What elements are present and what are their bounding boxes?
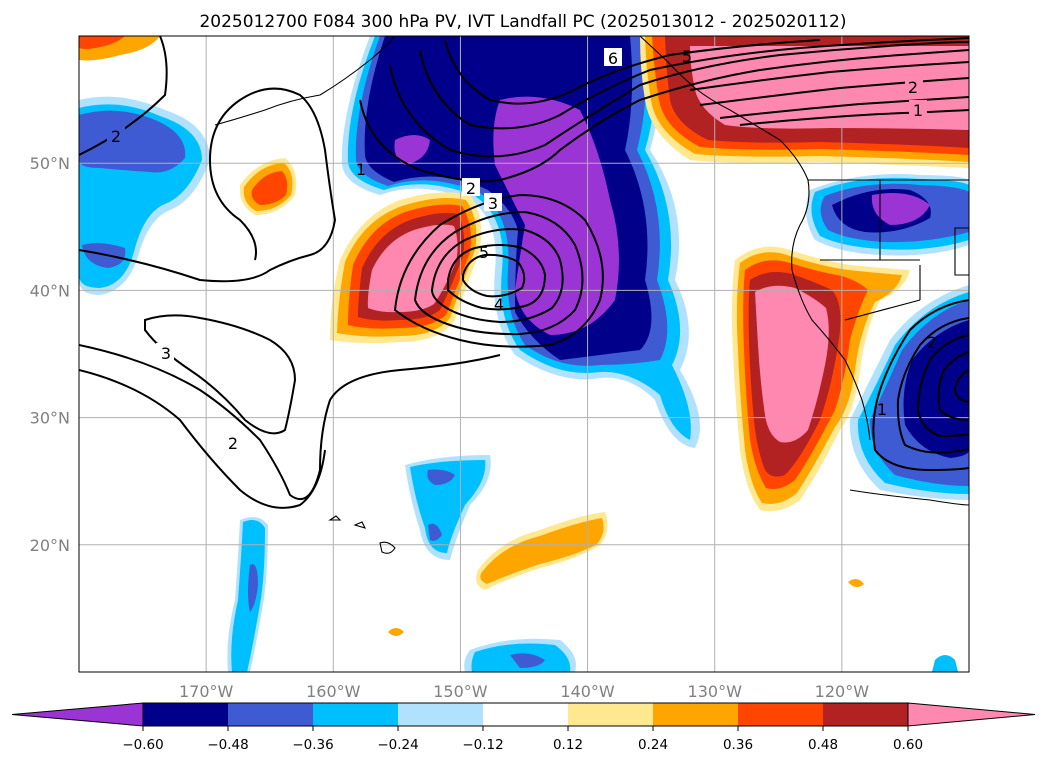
contour-line [447,244,547,311]
contour-line [689,61,969,91]
colorbar-tick-label: 0.60 [893,737,923,753]
alaska-coast [214,36,396,126]
longitude-tick-label: 120°W [815,682,870,701]
contour-line [719,96,969,119]
contour-line [389,41,969,158]
colorbar-tick-label: 0.24 [638,737,668,753]
colorbar-extend-low [11,702,144,727]
colorbar-segment [228,703,313,726]
latitude-tick-label: 50°N [30,154,70,173]
shaded-field [79,36,969,672]
longitude-tick-label: 150°W [433,682,488,701]
contour-line [79,36,168,156]
colorbar-extend-high [907,702,1036,727]
great-salt-lake-area [954,227,969,276]
contour-labels: 2 3 2 1 2 3 5 4 6 5 2 1 2 1 [107,47,937,453]
contour-label: 5 [479,243,489,262]
contour-line [699,77,969,106]
contour-line [144,314,297,435]
colorbar-tick-label: −0.48 [207,737,248,753]
contour-line [79,369,326,509]
longitude-tick-label: 160°W [306,682,361,701]
contour-line [739,109,969,126]
colorbar-tick-label: −0.60 [122,737,163,753]
map-frame [78,35,970,673]
longitude-tick-labels: 170°W 160°W 150°W 140°W 130°W 120°W [179,682,869,701]
contour-label: 2 [908,78,918,97]
colorbar-tick-label: 0.36 [723,737,753,753]
mexico-coast [849,489,969,506]
contour-label: 6 [608,49,618,68]
colorbar-tick-label: 0.12 [553,737,583,753]
contour-line [896,317,969,454]
contour-line [430,228,564,324]
contour-label: 2 [228,434,238,453]
contour-line [79,87,337,283]
positive-anomaly-california [731,246,910,512]
colorbar-frame [142,702,909,727]
positive-anomaly-gulf-alaska [640,36,969,168]
figure-title: 2025012700 F084 300 hPa PV, IVT Landfall… [199,12,846,32]
gridlines [79,36,969,672]
colorbar-segment [483,703,568,726]
contour-line [953,369,969,403]
contour-label: 3 [488,194,498,213]
colorbar-segment [823,703,908,726]
west-coast [639,36,871,441]
colorbar-tick-label: −0.12 [462,737,503,753]
longitude-tick-label: 170°W [179,682,234,701]
contour-line [444,39,821,105]
negative-anomaly-tropics [227,455,958,672]
contour-line [419,37,969,130]
longitude-tick-label: 140°W [560,682,615,701]
contour-line [413,210,584,336]
colorbar: −0.60 −0.48 −0.36 −0.24 −0.12 0.12 0.24 0.36 0.4… [11,702,1036,753]
contour-label: 5 [682,47,692,66]
colorbar-segment [143,703,228,726]
latitude-tick-label: 40°N [30,281,70,300]
colorbar-tick-label: −0.36 [292,737,333,753]
contour-line [359,49,969,183]
colorbar-tick-label: −0.24 [377,737,418,753]
contour-label: 2 [111,127,121,146]
latitude-tick-label: 30°N [30,409,70,428]
contour-line [393,193,604,348]
colorbar-segment [313,703,398,726]
map-panel: 2 3 2 1 2 3 5 4 6 5 2 1 2 1 [78,35,970,673]
state-borders [808,179,969,321]
longitude-tick-label: 130°W [688,682,743,701]
colorbar-segment [738,703,823,726]
contour-line [872,299,969,472]
contour-label: 4 [494,295,504,314]
positive-anomaly-topleft-core [79,36,125,49]
positive-anomaly-dot [848,578,864,588]
contour-line [937,351,969,421]
contour-label: 3 [161,344,171,363]
hawaii-islands [328,515,396,554]
latitude-tick-labels: 50°N 40°N 30°N 20°N [30,154,70,555]
colorbar-segment [653,703,738,726]
colorbar-segment [398,703,483,726]
contour-label: 1 [877,400,887,419]
colorbar-tick-label: 0.48 [808,737,838,753]
contour-label: 1 [913,101,923,120]
contour-label: 2 [927,333,937,352]
latitude-tick-label: 20°N [30,536,70,555]
pv-contours: 2 3 2 1 2 3 5 4 6 5 2 1 2 1 [79,36,969,509]
positive-anomaly-tropical [476,512,608,590]
contour-label: 2 [466,179,476,198]
negative-anomaly-trough-nepac [341,36,700,448]
negative-anomaly-west [79,96,210,296]
colorbar-segment [568,703,653,726]
contour-label: 1 [356,160,366,179]
contour-line [462,253,526,298]
negative-anomaly-intermountain [806,174,969,256]
coastlines [214,36,969,554]
positive-anomaly-west-small [239,158,297,215]
contour-line [916,334,969,438]
positive-anomaly-dot [388,628,404,636]
